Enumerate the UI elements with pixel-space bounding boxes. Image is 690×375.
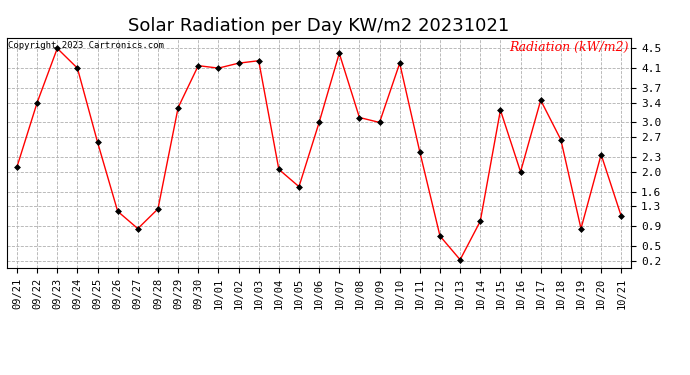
Text: Radiation (kW/m2): Radiation (kW/m2) — [509, 41, 628, 54]
Title: Solar Radiation per Day KW/m2 20231021: Solar Radiation per Day KW/m2 20231021 — [128, 16, 510, 34]
Text: Copyright 2023 Cartronics.com: Copyright 2023 Cartronics.com — [8, 41, 164, 50]
